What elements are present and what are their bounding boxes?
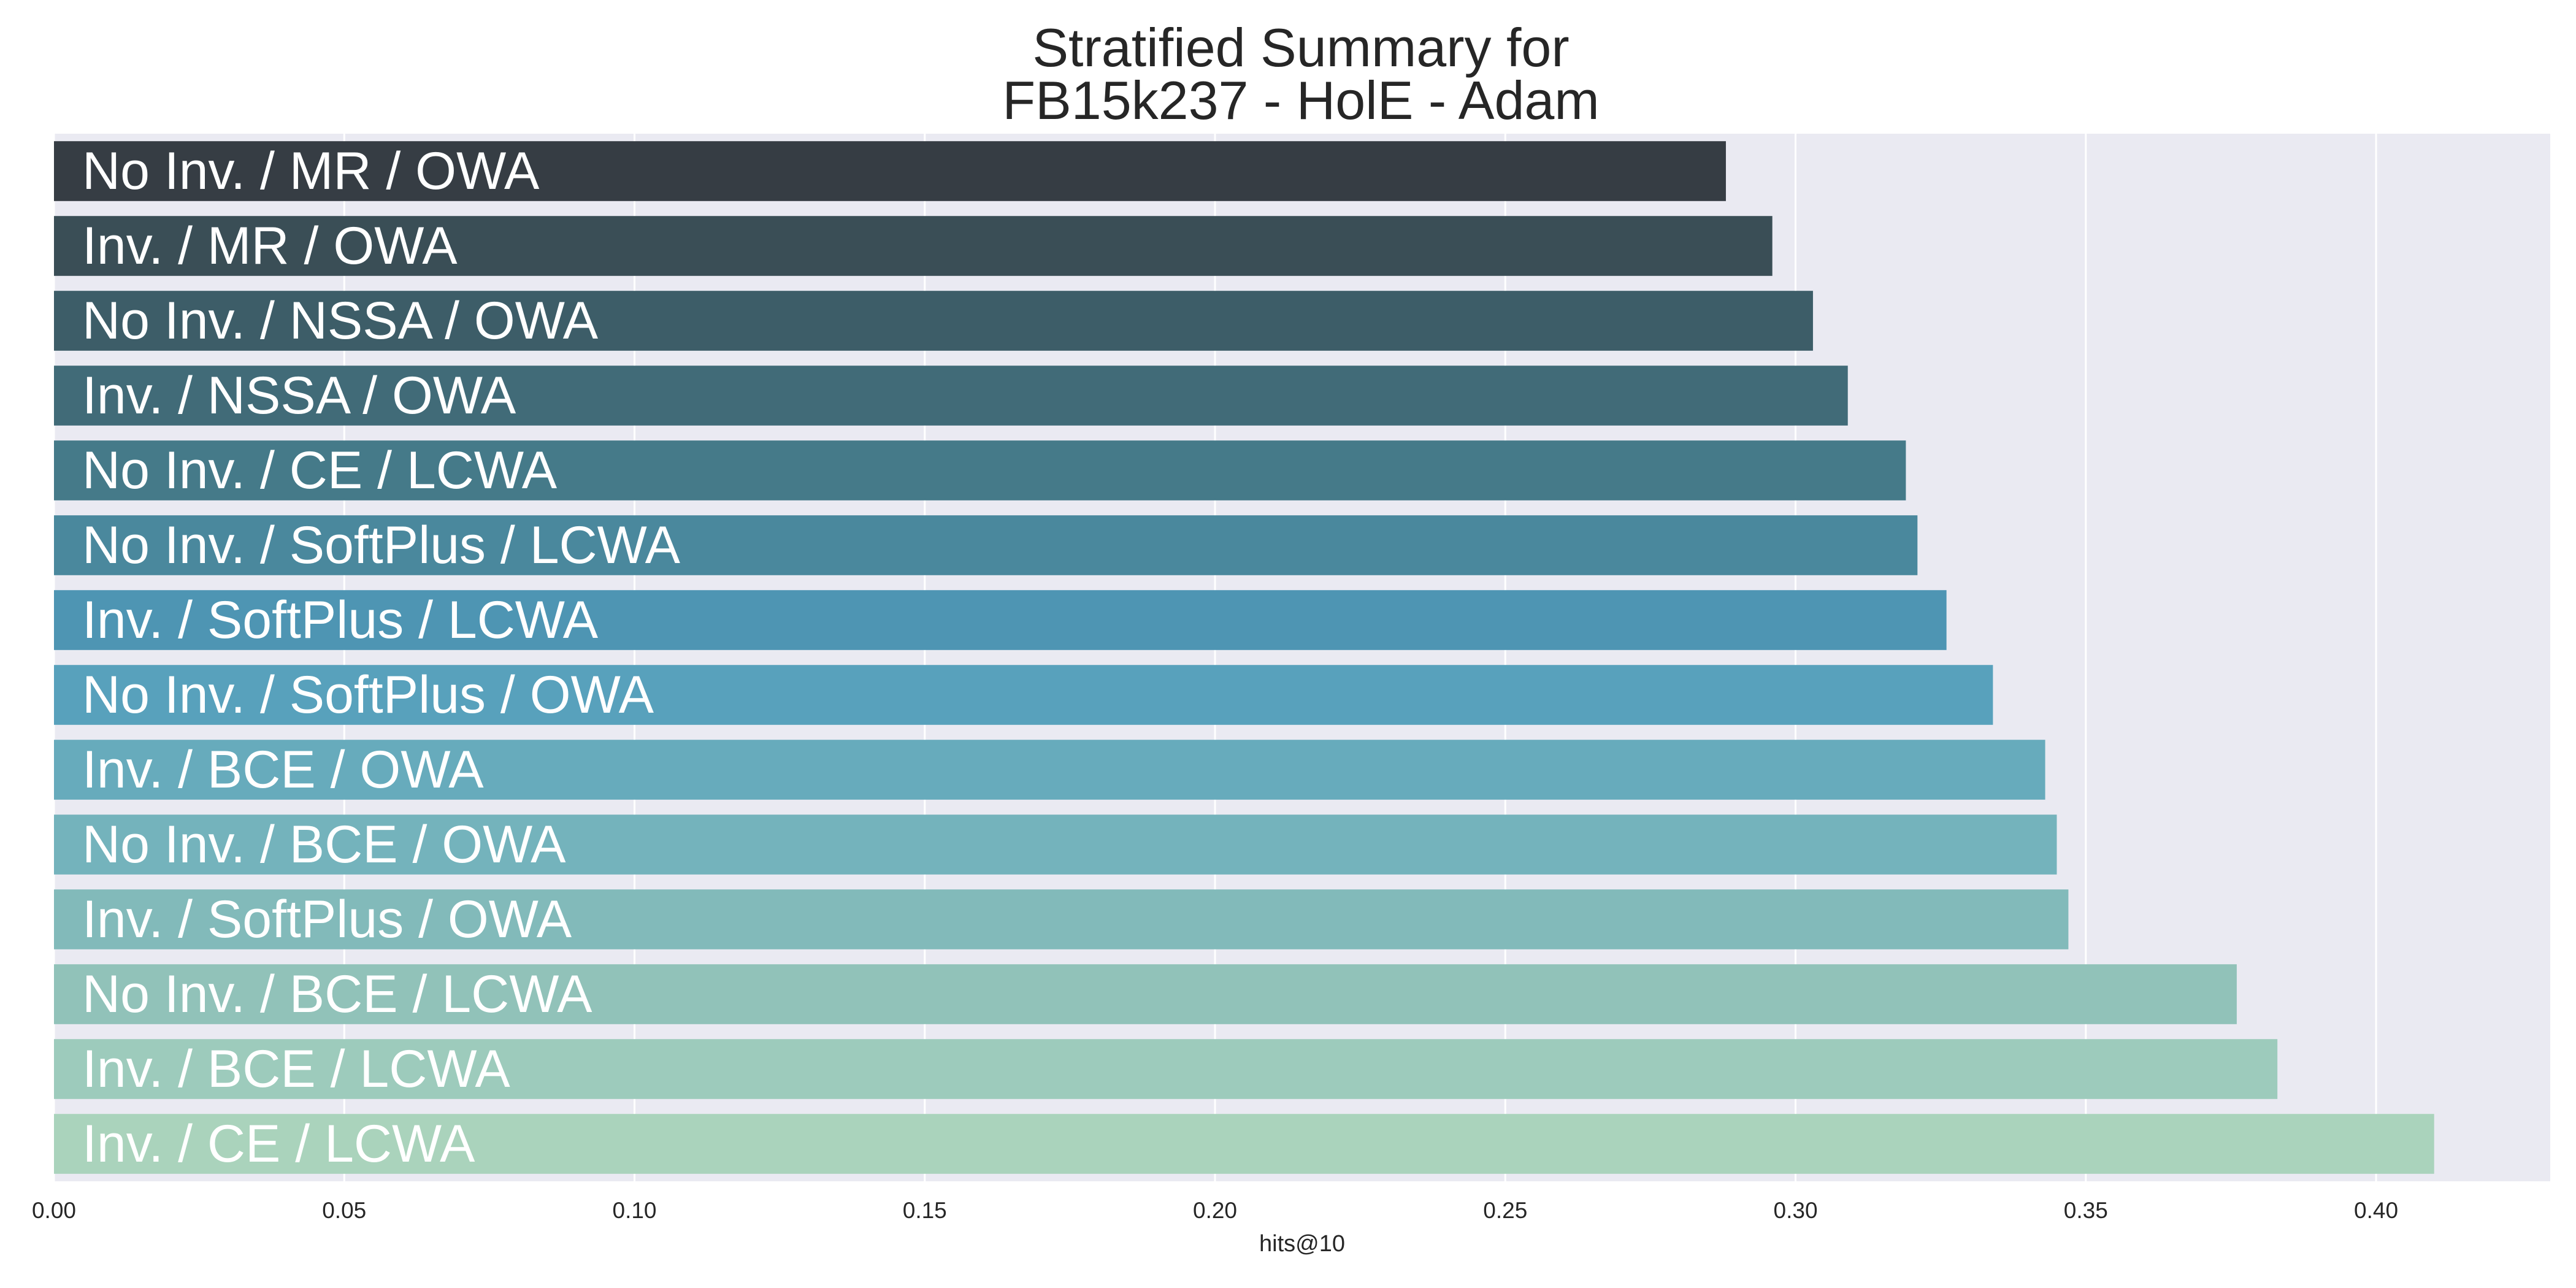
bar-label: No Inv. / BCE / LCWA — [82, 965, 592, 1024]
x-tick-label: 0.35 — [2064, 1198, 2108, 1223]
x-tick-label: 0.20 — [1193, 1198, 1237, 1223]
x-tick-label: 0.15 — [903, 1198, 947, 1223]
bar-label: Inv. / BCE / LCWA — [82, 1040, 510, 1098]
bar — [54, 366, 1848, 426]
x-tick-label: 0.05 — [322, 1198, 366, 1223]
bars — [54, 141, 2434, 1174]
bar — [54, 590, 1947, 650]
bar-labels: No Inv. / MR / OWA Inv. / MR / OWA No Inv.… — [82, 142, 681, 1173]
bar-label: Inv. / NSSA / OWA — [82, 366, 516, 425]
x-axis-label: hits@10 — [1259, 1231, 1345, 1257]
bar-label: Inv. / MR / OWA — [82, 217, 458, 275]
x-tick-label: 0.40 — [2354, 1198, 2398, 1223]
bar — [54, 1039, 2278, 1099]
bar-label: No Inv. / SoftPlus / OWA — [82, 665, 654, 724]
bar — [54, 665, 1993, 725]
bar — [54, 291, 1813, 351]
bar-label: No Inv. / MR / OWA — [82, 142, 540, 201]
bar — [54, 964, 2237, 1024]
chart-title: Stratified Summary for FB15k237 - HolE - … — [1002, 17, 1599, 131]
chart-title-line: Stratified Summary for — [1032, 17, 1569, 78]
bar — [54, 216, 1773, 276]
bar — [54, 740, 2045, 800]
x-tick-label: 0.00 — [32, 1198, 76, 1223]
bar-label: No Inv. / NSSA / OWA — [82, 291, 599, 350]
bar — [54, 889, 2069, 949]
bar — [54, 1114, 2434, 1174]
chart-title-line: FB15k237 - HolE - Adam — [1002, 70, 1599, 131]
bar-label: Inv. / BCE / OWA — [82, 740, 484, 799]
x-axis-ticks: 0.00 0.05 0.10 0.15 0.20 0.25 0.30 0.35 0.40 — [32, 1198, 2398, 1223]
bar — [54, 141, 1726, 201]
x-tick-label: 0.10 — [613, 1198, 657, 1223]
bar — [54, 815, 2057, 875]
x-tick-label: 0.25 — [1483, 1198, 1527, 1223]
bar-label: No Inv. / BCE / OWA — [82, 815, 566, 874]
bar-label: Inv. / SoftPlus / OWA — [82, 890, 572, 949]
bar — [54, 515, 1918, 575]
bar-label: Inv. / SoftPlus / LCWA — [82, 591, 599, 650]
bar — [54, 440, 1906, 500]
x-tick-label: 0.30 — [1774, 1198, 1818, 1223]
bar-label: Inv. / CE / LCWA — [82, 1114, 475, 1173]
bar-label: No Inv. / SoftPlus / LCWA — [82, 516, 681, 575]
bar-label: No Inv. / CE / LCWA — [82, 441, 558, 500]
